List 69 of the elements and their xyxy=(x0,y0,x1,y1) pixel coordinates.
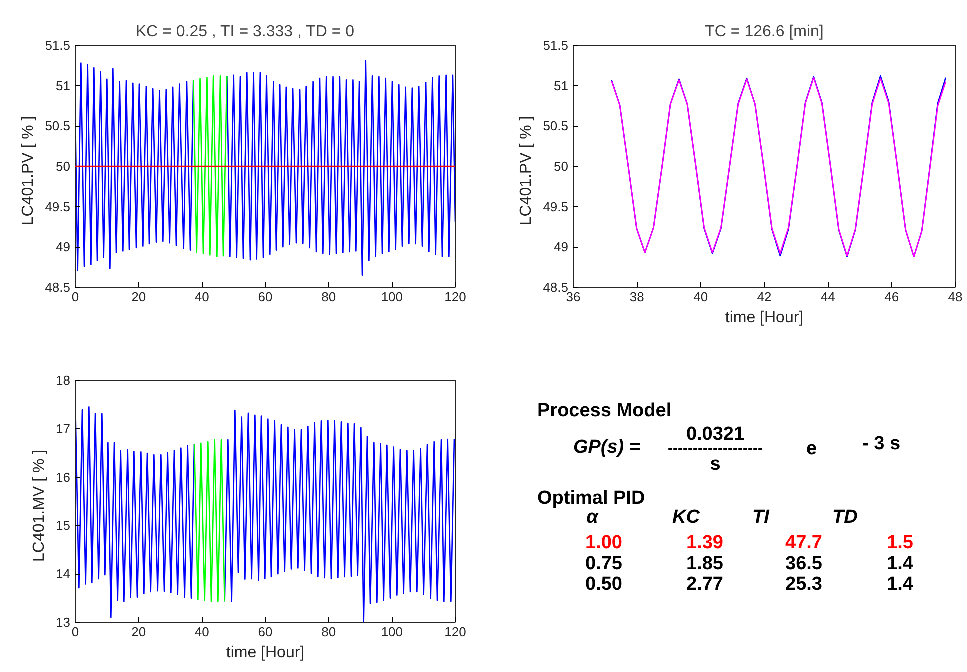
text: 36.5 xyxy=(786,554,823,575)
x-axis-title: time [Hour] xyxy=(226,644,305,662)
x-tick-label: 46 xyxy=(884,290,900,304)
y-tick-label: 50.5 xyxy=(45,118,71,134)
x-axis-title: time [Hour] xyxy=(725,310,804,326)
x-tick-label: 44 xyxy=(820,290,836,304)
y-tick-label: 50 xyxy=(56,159,71,174)
y-tick-label: 50.5 xyxy=(543,118,569,134)
x-tick-label: 20 xyxy=(132,290,146,304)
text: TI xyxy=(752,507,770,528)
y-tick-label: 49 xyxy=(554,240,569,255)
x-tick-label: 20 xyxy=(132,624,146,640)
x-tick-label: 120 xyxy=(444,624,466,640)
x-tick-label: 42 xyxy=(757,290,772,304)
text: 1.85 xyxy=(686,554,724,575)
y-tick-label: 51 xyxy=(554,78,569,94)
x-tick-label: 48 xyxy=(948,290,963,304)
y-tick-label: 49.5 xyxy=(45,199,71,214)
y-tick-label: 18 xyxy=(56,373,71,388)
text: TD xyxy=(832,507,858,528)
chart-title: TC = 126.6 [min] xyxy=(705,24,824,40)
y-tick-label: 16 xyxy=(56,470,71,485)
y-axis-title: LC401.MV [ % ] xyxy=(31,450,48,562)
text: GP(s) = xyxy=(573,437,641,458)
y-tick-label: 49 xyxy=(56,240,71,255)
x-tick-label: 0 xyxy=(72,624,80,640)
x-tick-label: 40 xyxy=(694,290,708,304)
y-tick-label: 51.5 xyxy=(45,38,71,53)
text: Process Model xyxy=(538,400,672,422)
text: 1.00 xyxy=(586,532,623,554)
y-tick-label: 50 xyxy=(554,159,569,174)
x-tick-label: 0 xyxy=(72,290,80,304)
line-series xyxy=(194,439,226,602)
x-tick-label: 80 xyxy=(322,290,336,304)
y-axis-title: LC401.PV [ % ] xyxy=(518,116,536,226)
x-tick-label: 60 xyxy=(258,624,273,640)
y-tick-label: 14 xyxy=(56,566,71,582)
text: e xyxy=(806,438,818,460)
line-series xyxy=(192,76,228,258)
y-tick-label: 15 xyxy=(56,518,71,534)
x-tick-label: 80 xyxy=(322,624,336,640)
text: 2.77 xyxy=(686,574,724,596)
x-tick-label: 60 xyxy=(258,290,273,304)
text: 1.5 xyxy=(887,532,914,554)
x-tick-label: 40 xyxy=(194,290,210,304)
x-tick-label: 40 xyxy=(194,624,210,640)
text: - 3 s xyxy=(862,433,901,454)
chart-title: KC = 0.25 , TI = 3.333 , TD = 0 xyxy=(136,24,355,40)
text: 0.75 xyxy=(586,554,623,575)
x-tick-label: 38 xyxy=(630,290,644,304)
y-tick-label: 48.5 xyxy=(45,280,71,295)
x-tick-label: 100 xyxy=(381,624,404,640)
x-tick-label: 120 xyxy=(444,290,466,304)
text: 1.4 xyxy=(887,574,914,596)
x-tick-label: 100 xyxy=(381,290,404,304)
y-tick-label: 51.5 xyxy=(543,38,569,53)
y-tick-label: 49.5 xyxy=(543,199,569,214)
text: 25.3 xyxy=(786,574,823,596)
text: Optimal PID xyxy=(538,488,646,510)
text: 1.39 xyxy=(686,532,724,554)
text: 1.4 xyxy=(887,554,914,575)
y-axis-title: LC401.PV [ % ] xyxy=(20,116,38,226)
text: 47.7 xyxy=(786,532,823,554)
text: KC xyxy=(672,507,700,528)
y-tick-label: 51 xyxy=(56,78,71,94)
y-tick-label: 13 xyxy=(56,615,71,630)
text: α xyxy=(586,507,600,528)
y-tick-label: 17 xyxy=(56,421,71,436)
text: 0.50 xyxy=(586,574,623,596)
